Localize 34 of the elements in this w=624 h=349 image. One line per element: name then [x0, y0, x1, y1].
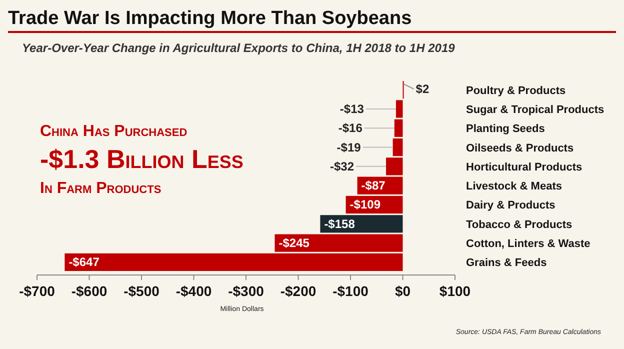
- data-label: -$16: [338, 121, 363, 136]
- x-tick-label: -$500: [124, 283, 160, 299]
- y-tick-label: Livestock & Meats: [466, 180, 562, 193]
- annotation: In Farm Products: [40, 180, 162, 197]
- chart-subtitle: Year-Over-Year Change in Agricultural Exports to China, 1H 2018 to 1H 2019: [22, 41, 456, 55]
- x-tick-label: -$300: [228, 283, 264, 299]
- x-tick-label: -$400: [176, 283, 212, 299]
- y-tick-label: Tobacco & Products: [466, 218, 572, 231]
- y-tick-label: Horticultural Products: [466, 161, 582, 174]
- chart-title: Trade War Is Impacting More Than Soybeans: [8, 8, 412, 29]
- x-tick-label: -$200: [280, 283, 316, 299]
- annotation: -$1.3 Billion Less: [40, 144, 244, 174]
- x-tick-label: $100: [439, 283, 471, 299]
- x-tick-label: -$700: [19, 283, 56, 299]
- data-label: -$19: [336, 140, 362, 154]
- y-tick-label: Sugar & Tropical Products: [466, 104, 604, 116]
- y-tick-label: Poultry & Products: [466, 84, 566, 97]
- x-tick-label: -$100: [332, 283, 369, 299]
- data-label: -$647: [68, 255, 100, 270]
- x-tick-label: -$600: [71, 283, 108, 299]
- y-tick-label: Oilseeds & Products: [466, 142, 574, 154]
- data-label: -$32: [330, 159, 354, 174]
- data-label: -$158: [324, 216, 356, 231]
- data-label: -$109: [350, 198, 381, 212]
- data-label: $2: [416, 82, 430, 96]
- data-label: -$87: [361, 178, 386, 193]
- annotation: China Has Purchased: [40, 123, 188, 140]
- y-tick-label: Cotton, Linters & Waste: [466, 238, 590, 250]
- y-tick-label: Planting Seeds: [466, 123, 545, 136]
- y-tick-label: Grains & Feeds: [466, 257, 547, 270]
- data-label: -$245: [278, 236, 310, 250]
- data-label: -$13: [340, 102, 364, 116]
- x-tick-label: $0: [394, 283, 411, 299]
- y-tick-label: Dairy & Products: [466, 200, 556, 212]
